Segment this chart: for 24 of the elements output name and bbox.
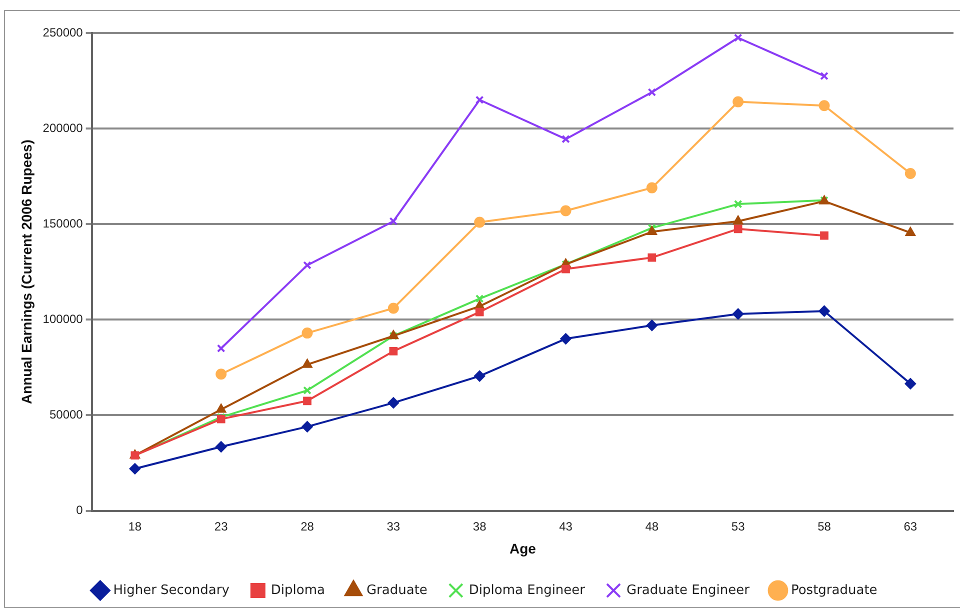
x-tick-label: 28 [300, 519, 314, 534]
legend-label: Postgraduate [790, 582, 878, 598]
legend-label: Diploma [270, 582, 325, 598]
y-axis-title: Annual Earnings (Current 2006 Rupees) [18, 140, 34, 404]
x-axis-title: Age [509, 540, 536, 556]
y-tick-label: 150000 [42, 216, 84, 230]
y-tick-label: 200000 [42, 120, 84, 135]
legend-label: Graduate Engineer [626, 582, 750, 598]
y-tick-label: 100000 [42, 312, 84, 326]
legend-label: Higher Secondary [113, 582, 230, 598]
x-tick-label: 38 [472, 519, 487, 534]
y-tick-label: 50000 [49, 408, 84, 422]
x-tick-label: 23 [214, 519, 228, 534]
x-tick-label: 58 [818, 519, 832, 534]
x-tick-label: 63 [904, 519, 918, 534]
legend-label: Graduate [366, 582, 428, 598]
x-tick-label: 43 [559, 519, 573, 534]
y-tick-label: 250000 [42, 25, 84, 40]
y-tick-label: 0 [76, 503, 84, 518]
x-tick-label: 33 [386, 519, 400, 534]
legend-label: Diploma Engineer [468, 582, 586, 598]
x-tick-label: 48 [645, 519, 659, 534]
x-tick-label: 18 [128, 519, 142, 534]
x-tick-label: 53 [731, 519, 746, 534]
